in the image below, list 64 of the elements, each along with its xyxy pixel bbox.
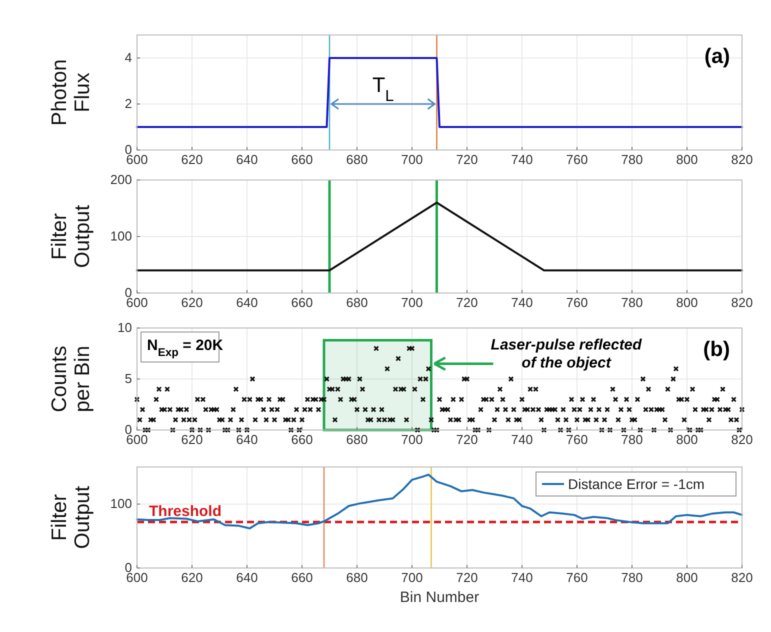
x-tick-label: 680 (346, 152, 368, 167)
x-tick-label: 760 (566, 432, 588, 447)
x-tick-label: 640 (236, 432, 258, 447)
x-tick-label: 700 (401, 570, 423, 585)
x-tick-label: 740 (511, 432, 533, 447)
x-tick-label: 800 (676, 295, 698, 310)
x-tick-label: 820 (731, 432, 753, 447)
x-tick-label: 800 (676, 570, 698, 585)
y-tick-label: 5 (124, 371, 132, 386)
x-tick-label: 660 (291, 295, 313, 310)
x-tick-label: 620 (181, 152, 203, 167)
annotation: N$_{Exp}$ = 20K (147, 337, 224, 359)
annotation: (b) (703, 338, 730, 361)
x-tick-label: 620 (181, 432, 203, 447)
y-tick-label: 2 (124, 96, 132, 111)
x-tick-label: 820 (731, 152, 753, 167)
x-tick-label: 700 (401, 152, 423, 167)
x-tick-label: 760 (566, 295, 588, 310)
x-tick-label: 820 (731, 570, 753, 585)
x-tick-label: 720 (456, 295, 478, 310)
annotation: (a) (704, 45, 730, 68)
x-axis-title: Bin Number (400, 589, 480, 606)
x-tick-label: 740 (511, 570, 533, 585)
x-tick-label: 780 (621, 570, 643, 585)
ref-line-label: Threshold (149, 502, 222, 520)
y-tick-label: 100 (110, 228, 132, 244)
x-tick-label: 800 (676, 152, 698, 167)
x-tick-label: 640 (236, 295, 258, 310)
x-tick-label: 640 (236, 152, 258, 167)
x-tick-label: 800 (676, 432, 698, 447)
x-tick-label: 760 (566, 570, 588, 585)
x-tick-label: 620 (181, 570, 203, 585)
x-tick-label: 680 (346, 570, 368, 585)
y-tick-label: 10 (118, 320, 132, 335)
x-tick-label: 740 (511, 152, 533, 167)
x-tick-label: 820 (731, 295, 753, 310)
annotation: Laser-pulse reflected of the object (490, 336, 643, 372)
x-tick-label: 780 (621, 295, 643, 310)
x-tick-label: 720 (456, 570, 478, 585)
x-tick-label: 780 (621, 432, 643, 447)
x-tick-label: 700 (401, 295, 423, 310)
x-tick-label: 720 (456, 152, 478, 167)
y-axis-title: Counts per Bin (48, 346, 94, 412)
x-tick-label: 780 (621, 152, 643, 167)
y-axis-title: Photon Flux (48, 59, 94, 126)
y-tick-label: 100 (110, 496, 132, 512)
legend-label: Distance Error = -1cm (568, 476, 705, 492)
x-tick-label: 660 (291, 432, 313, 447)
y-tick-label: 4 (124, 50, 132, 65)
annotation: T$_{L}$ (372, 74, 394, 104)
x-tick-label: 680 (346, 432, 368, 447)
x-tick-label: 760 (566, 152, 588, 167)
x-tick-label: 660 (291, 570, 313, 585)
x-tick-label: 700 (401, 432, 423, 447)
x-tick-label: 660 (291, 152, 313, 167)
x-tick-label: 680 (346, 295, 368, 310)
y-axis-title: Filter Output (48, 486, 94, 550)
x-tick-label: 620 (181, 295, 203, 310)
x-tick-label: 740 (511, 295, 533, 310)
y-axis-title: Filter Output (48, 204, 94, 268)
x-tick-label: 640 (236, 570, 258, 585)
y-tick-label: 200 (110, 172, 132, 187)
x-tick-label: 720 (456, 432, 478, 447)
line-series (136, 474, 743, 530)
